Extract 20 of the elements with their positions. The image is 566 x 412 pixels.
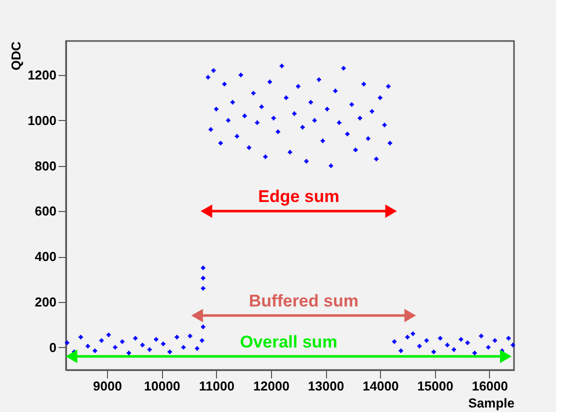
y-tick-label: 1200 [28, 68, 56, 83]
x-tick-label: 13000 [308, 378, 344, 394]
x-tick-label: 9000 [93, 378, 122, 394]
y-tick-label: 800 [34, 158, 56, 174]
x-tick-label: 14000 [362, 378, 399, 394]
series-label: Buffered sum [248, 292, 358, 311]
x-tick-label: 16000 [472, 378, 508, 394]
x-tick-label: 10000 [144, 378, 180, 394]
y-axis-title: QDC [8, 40, 24, 70]
series-label: Overall sum [240, 332, 338, 352]
y-tick-label: 600 [34, 204, 56, 219]
x-axis-title: Sample [468, 396, 514, 410]
y-tick-label: 200 [34, 294, 56, 310]
y-tick-label: 0 [49, 340, 56, 355]
series-label: Edge sum [258, 187, 340, 206]
y-tick-label: 400 [34, 249, 56, 264]
y-tick-label: 1000 [28, 112, 56, 128]
x-tick-label: 12000 [253, 378, 290, 394]
x-tick-label: 11000 [199, 378, 234, 394]
x-tick-label: 15000 [417, 378, 454, 394]
